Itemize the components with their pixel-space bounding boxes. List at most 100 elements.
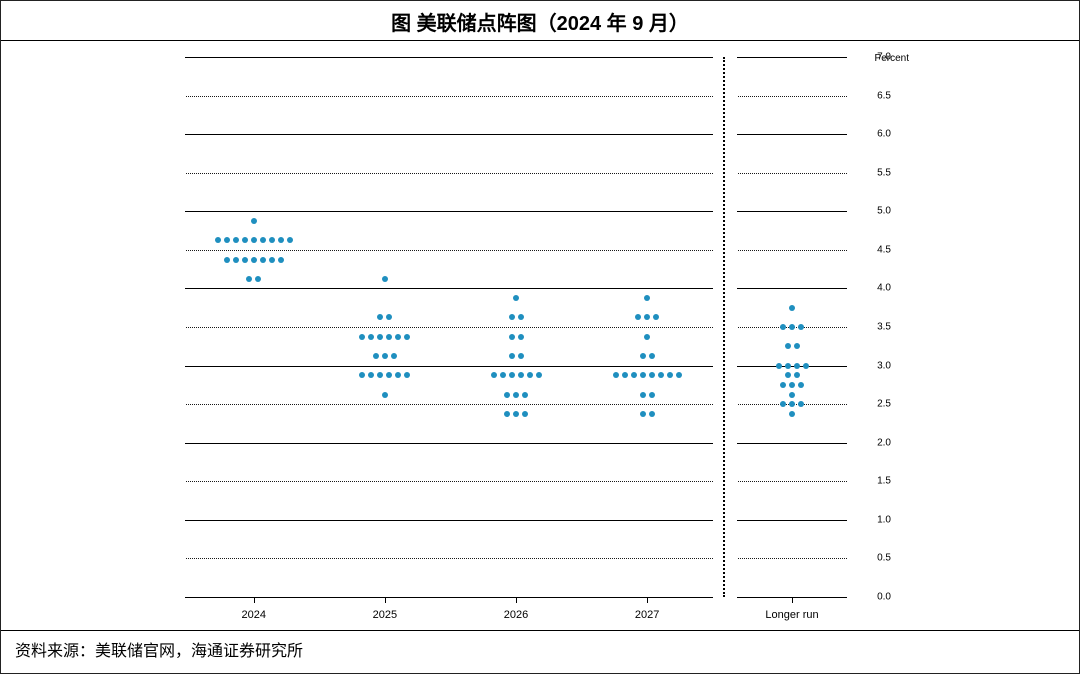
dot bbox=[269, 257, 275, 263]
dot bbox=[359, 334, 365, 340]
dot bbox=[359, 372, 365, 378]
dot bbox=[242, 257, 248, 263]
title-bold: 2024 年 9 月 bbox=[557, 13, 669, 35]
dot bbox=[509, 372, 515, 378]
y-tick-label: 2.5 bbox=[877, 399, 891, 410]
grid-minor bbox=[171, 96, 861, 97]
dot bbox=[509, 334, 515, 340]
dot bbox=[536, 372, 542, 378]
dot bbox=[794, 343, 800, 349]
title-suffix: ） bbox=[669, 13, 689, 35]
figure-container: 图 美联储点阵图（2024 年 9 月） Percent 0.00.51.01.… bbox=[0, 0, 1080, 674]
dot bbox=[382, 276, 388, 282]
y-tick-label: 6.0 bbox=[877, 129, 891, 140]
x-category-label: Longer run bbox=[765, 609, 818, 621]
dot bbox=[789, 324, 795, 330]
dot bbox=[649, 392, 655, 398]
dot bbox=[373, 353, 379, 359]
dot bbox=[224, 237, 230, 243]
dot bbox=[649, 372, 655, 378]
y-tick-label: 4.0 bbox=[877, 283, 891, 294]
dot bbox=[386, 314, 392, 320]
dot bbox=[640, 392, 646, 398]
x-tick bbox=[385, 597, 386, 603]
y-tick-label: 6.5 bbox=[877, 90, 891, 101]
dot bbox=[513, 411, 519, 417]
dot bbox=[242, 237, 248, 243]
dot bbox=[640, 372, 646, 378]
dot bbox=[613, 372, 619, 378]
dot bbox=[287, 237, 293, 243]
y-tick-label: 1.5 bbox=[877, 476, 891, 487]
dot bbox=[504, 411, 510, 417]
dot bbox=[278, 257, 284, 263]
dot bbox=[224, 257, 230, 263]
x-category-label: 2024 bbox=[242, 609, 266, 621]
dot bbox=[377, 372, 383, 378]
dot bbox=[798, 324, 804, 330]
dot bbox=[794, 363, 800, 369]
x-tick bbox=[254, 597, 255, 603]
y-tick-label: 1.0 bbox=[877, 514, 891, 525]
dot bbox=[391, 353, 397, 359]
dot bbox=[368, 334, 374, 340]
dot bbox=[251, 257, 257, 263]
dot bbox=[518, 314, 524, 320]
dot bbox=[794, 372, 800, 378]
dot bbox=[500, 372, 506, 378]
x-tick bbox=[516, 597, 517, 603]
dot bbox=[513, 392, 519, 398]
dot bbox=[260, 257, 266, 263]
dot bbox=[386, 372, 392, 378]
y-tick-label: 2.0 bbox=[877, 437, 891, 448]
dot-plot: 0.00.51.01.52.02.53.03.54.04.55.05.56.06… bbox=[171, 57, 861, 597]
x-tick bbox=[792, 597, 793, 603]
title-prefix: 图 美联储点阵图（ bbox=[391, 13, 557, 35]
dot bbox=[269, 237, 275, 243]
x-category-label: 2025 bbox=[373, 609, 397, 621]
grid-minor bbox=[171, 481, 861, 482]
dot bbox=[785, 372, 791, 378]
x-tick bbox=[647, 597, 648, 603]
dot bbox=[780, 382, 786, 388]
source-caption: 资料来源：美联储官网，海通证券研究所 bbox=[1, 630, 1079, 661]
grid-major bbox=[171, 57, 861, 58]
dot bbox=[776, 363, 782, 369]
grid-major bbox=[171, 366, 861, 367]
dot bbox=[653, 314, 659, 320]
dot bbox=[278, 237, 284, 243]
longer-run-separator bbox=[723, 57, 725, 597]
x-category-label: 2026 bbox=[504, 609, 528, 621]
grid-minor bbox=[171, 558, 861, 559]
dot bbox=[635, 314, 641, 320]
dot bbox=[377, 314, 383, 320]
grid-major bbox=[171, 211, 861, 212]
dot bbox=[649, 411, 655, 417]
grid-major bbox=[171, 134, 861, 135]
y-tick-label: 7.0 bbox=[877, 52, 891, 63]
grid-major bbox=[171, 288, 861, 289]
dot bbox=[255, 276, 261, 282]
dot bbox=[395, 372, 401, 378]
dot bbox=[789, 305, 795, 311]
dot bbox=[527, 372, 533, 378]
dot bbox=[518, 353, 524, 359]
grid-major bbox=[171, 443, 861, 444]
dot bbox=[233, 257, 239, 263]
dot bbox=[368, 372, 374, 378]
chart-title: 图 美联储点阵图（2024 年 9 月） bbox=[1, 1, 1079, 41]
dot bbox=[785, 343, 791, 349]
dot bbox=[382, 353, 388, 359]
dot bbox=[386, 334, 392, 340]
dot bbox=[631, 372, 637, 378]
dot bbox=[780, 324, 786, 330]
grid-minor bbox=[171, 250, 861, 251]
dot bbox=[215, 237, 221, 243]
y-tick-label: 5.5 bbox=[877, 167, 891, 178]
x-category-label: 2027 bbox=[635, 609, 659, 621]
grid-minor bbox=[171, 173, 861, 174]
grid-minor bbox=[171, 327, 861, 328]
y-tick-label: 5.0 bbox=[877, 206, 891, 217]
dot bbox=[622, 372, 628, 378]
y-tick-label: 0.0 bbox=[877, 592, 891, 603]
